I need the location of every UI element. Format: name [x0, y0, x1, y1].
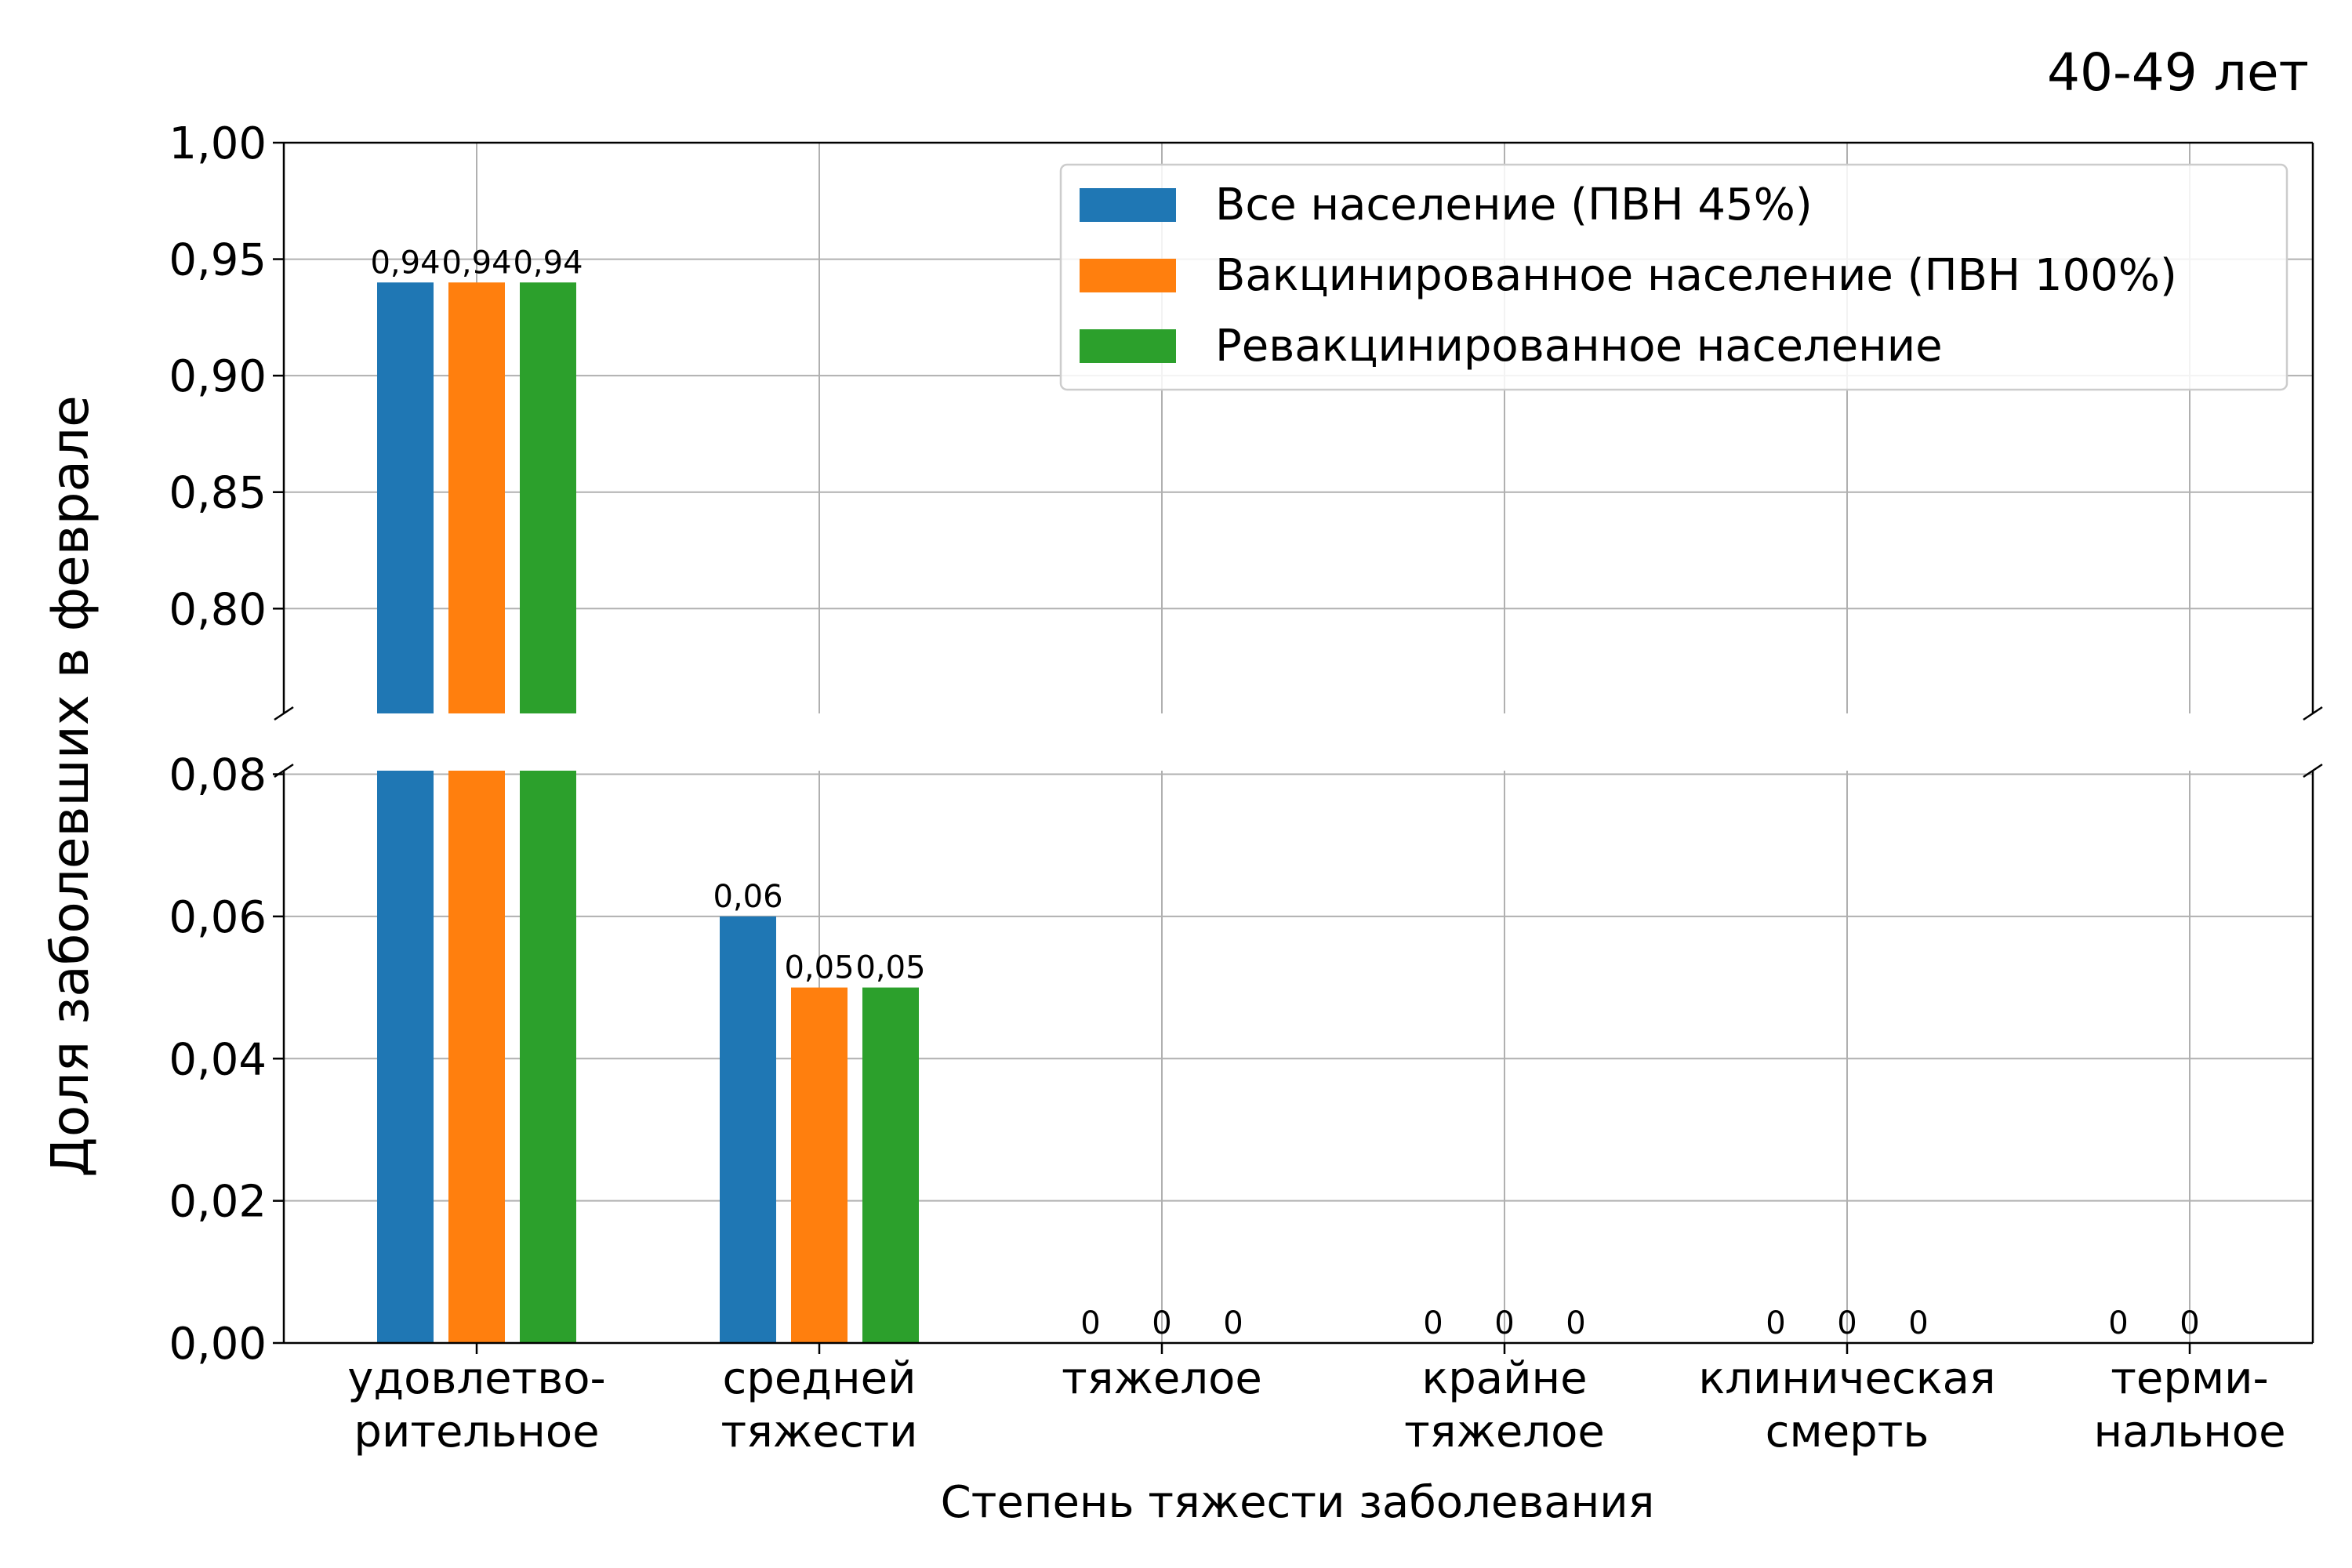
- data-label-1-0: 0,94: [441, 245, 511, 281]
- x-tick-label-0: удовлетво-рительное: [347, 1353, 605, 1457]
- legend: Все население (ПВН 45%) Вакцинированное н…: [1059, 163, 2288, 391]
- data-label-2-3: 0: [1566, 1305, 1585, 1341]
- legend-label-0: Все население (ПВН 45%): [1215, 180, 1813, 230]
- data-label-0-1: 0,06: [713, 879, 782, 915]
- data-label-0-0: 0,94: [370, 245, 440, 281]
- legend-swatch-0: [1080, 188, 1176, 222]
- upper-y-tick-label: 0,95: [169, 235, 267, 286]
- data-label-0-5: 0: [2108, 1305, 2128, 1341]
- legend-swatch-1: [1080, 259, 1176, 292]
- lower-bar-2-0: [520, 771, 576, 1343]
- axis-break-mark: [274, 706, 294, 721]
- data-label-1-4: 0: [1837, 1305, 1857, 1341]
- y-axis-label: Доля заболевших в феврале: [40, 395, 100, 1177]
- data-label-1-1: 0,05: [784, 950, 854, 986]
- x-tick-labels: удовлетво-рительное средней тяжести тяжелое…: [347, 1353, 2285, 1457]
- lower-y-tick-label: 0,00: [169, 1319, 267, 1370]
- lower-axes-panel: 0,00 0,02 0,04 0,06 0,08 0,06 0 0 0 0 0,05 0 0 0 0 0,05…: [169, 750, 2323, 1370]
- data-label-2-0: 0,94: [513, 245, 583, 281]
- x-axis-label: Степень тяжести заболевания: [941, 1477, 1655, 1528]
- legend-swatch-2: [1080, 329, 1176, 363]
- lower-y-tick-label: 0,04: [169, 1034, 267, 1085]
- legend-label-1: Вакцинированное население (ПВН 100%): [1215, 250, 2177, 301]
- data-label-0-3: 0: [1423, 1305, 1443, 1341]
- lower-y-tick-label: 0,08: [169, 750, 267, 801]
- data-label-0-4: 0: [1766, 1305, 1785, 1341]
- data-label-0-2: 0: [1080, 1305, 1100, 1341]
- x-tick-label-3: крайне тяжелое: [1404, 1353, 1605, 1457]
- data-label-2-1: 0,05: [855, 950, 925, 986]
- x-tick-label-4: клиническая смерть: [1698, 1353, 1995, 1457]
- axis-break-mark: [2303, 763, 2323, 779]
- lower-bar-2-1: [862, 987, 919, 1343]
- upper-y-tick-label: 0,85: [169, 468, 267, 519]
- upper-bar-2-0: [520, 282, 576, 713]
- data-label-1-5: 0: [2180, 1305, 2199, 1341]
- lower-bar-1-0: [448, 771, 505, 1343]
- data-label-2-4: 0: [1908, 1305, 1928, 1341]
- data-label-2-2: 0: [1223, 1305, 1243, 1341]
- axis-break-mark: [274, 763, 294, 779]
- lower-y-tick-label: 0,06: [169, 892, 267, 943]
- lower-bar-1-1: [791, 987, 848, 1343]
- legend-label-2: Ревакцинированное население: [1215, 321, 1943, 372]
- upper-y-tick-label: 0,90: [169, 351, 267, 402]
- upper-y-tick-label: 0,80: [169, 584, 267, 635]
- data-label-1-2: 0: [1152, 1305, 1171, 1341]
- legend-frame: [1059, 163, 2288, 391]
- upper-bar-1-0: [448, 282, 505, 713]
- x-tick-label-2: тяжелое: [1062, 1353, 1262, 1404]
- lower-bar-0-1: [720, 916, 776, 1343]
- axis-break-mark: [2303, 706, 2323, 721]
- lower-bar-0-0: [377, 771, 434, 1343]
- x-tick-label-5: терми-нальное: [2093, 1353, 2285, 1457]
- data-label-1-3: 0: [1494, 1305, 1514, 1341]
- chart-title: 40-49 лет: [2047, 42, 2309, 103]
- upper-y-tick-label: 1,00: [169, 118, 267, 169]
- lower-y-tick-label: 0,02: [169, 1177, 267, 1228]
- x-tick-label-1: средней тяжести: [720, 1353, 917, 1457]
- upper-bar-0-0: [377, 282, 434, 713]
